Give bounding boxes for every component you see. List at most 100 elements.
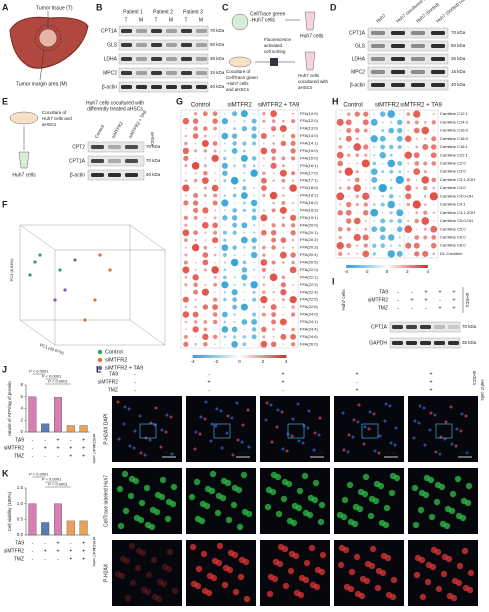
cell xyxy=(165,498,173,506)
cell xyxy=(114,570,122,578)
cell xyxy=(264,503,272,511)
dot xyxy=(183,260,188,265)
dot xyxy=(282,113,284,115)
dot xyxy=(432,211,435,214)
cell xyxy=(393,443,397,447)
blot-frame xyxy=(118,53,209,65)
dot xyxy=(202,221,209,229)
cell xyxy=(433,413,437,417)
cell xyxy=(352,418,356,422)
dot xyxy=(362,119,369,126)
pca-point xyxy=(83,318,87,322)
dot xyxy=(243,254,246,256)
pca-point xyxy=(28,273,32,277)
cell xyxy=(200,550,208,558)
cell xyxy=(343,583,351,591)
cell xyxy=(462,584,470,592)
dot xyxy=(271,319,277,325)
cell xyxy=(165,565,173,573)
line xyxy=(39,49,45,81)
dot xyxy=(232,222,238,228)
label: FFA(22:5) xyxy=(300,297,318,302)
dot xyxy=(250,281,258,289)
cell xyxy=(293,589,301,597)
dot xyxy=(407,170,410,173)
cell xyxy=(149,506,157,514)
cell xyxy=(317,518,325,526)
cell xyxy=(275,425,279,429)
dot xyxy=(363,210,369,216)
cell xyxy=(380,552,388,560)
dot xyxy=(281,164,285,168)
dot xyxy=(292,209,294,212)
dot xyxy=(399,187,401,189)
cell xyxy=(236,523,244,531)
dot xyxy=(291,305,295,309)
dot xyxy=(233,313,236,316)
dot xyxy=(261,312,266,317)
dot xyxy=(373,236,375,239)
dot xyxy=(423,170,427,174)
cell xyxy=(425,561,433,569)
dot xyxy=(356,212,358,214)
label: 40 kDa xyxy=(451,82,466,87)
label: + xyxy=(438,289,441,295)
label: Huh7 xyxy=(375,13,387,24)
dot xyxy=(407,219,410,223)
dot xyxy=(271,119,276,123)
label: FFA(15:0) xyxy=(300,148,318,153)
dot xyxy=(233,320,236,324)
label: Carnitine C16:0 xyxy=(440,128,469,133)
dot xyxy=(290,333,297,340)
cell xyxy=(247,445,251,449)
cell xyxy=(450,442,454,446)
cell xyxy=(129,579,137,587)
blot-band xyxy=(391,44,405,48)
dot xyxy=(203,170,208,176)
dot xyxy=(382,253,384,255)
cell xyxy=(127,492,135,500)
dot xyxy=(183,155,189,161)
label: siMTFR2 + TA9 xyxy=(258,103,300,109)
label: + xyxy=(82,453,85,459)
dot xyxy=(221,132,229,140)
cell xyxy=(281,447,285,451)
dot xyxy=(373,195,375,197)
cell xyxy=(363,425,367,429)
cell xyxy=(140,586,148,594)
panel-letter: J xyxy=(2,364,7,374)
cell xyxy=(139,549,147,557)
cell xyxy=(389,472,397,480)
dot xyxy=(415,137,418,140)
cell xyxy=(116,485,124,493)
colorbar-tick: -2 xyxy=(214,359,218,364)
label: 15 kDa xyxy=(451,69,466,74)
label: + xyxy=(281,371,284,377)
label: GLS xyxy=(107,42,118,48)
cell xyxy=(265,401,269,405)
dot xyxy=(289,266,297,274)
cell xyxy=(246,408,250,412)
cell xyxy=(414,554,422,562)
label: FFA(18:1) xyxy=(300,193,318,198)
label: - xyxy=(31,548,33,554)
dot xyxy=(398,195,401,198)
cell xyxy=(170,452,174,456)
dot xyxy=(243,172,246,175)
dot xyxy=(431,136,437,142)
dot xyxy=(406,202,410,207)
blot-band xyxy=(431,57,445,61)
dot xyxy=(280,289,287,296)
cell xyxy=(341,411,345,415)
dot xyxy=(260,177,267,184)
label: 70 kDa xyxy=(451,30,466,35)
dot xyxy=(430,225,438,233)
dot xyxy=(233,202,236,204)
cell xyxy=(134,564,142,572)
dot xyxy=(347,252,351,256)
dot xyxy=(270,341,277,348)
label: Huh7 cells xyxy=(92,548,97,567)
blot-band xyxy=(151,85,162,89)
blot-band xyxy=(196,71,207,75)
